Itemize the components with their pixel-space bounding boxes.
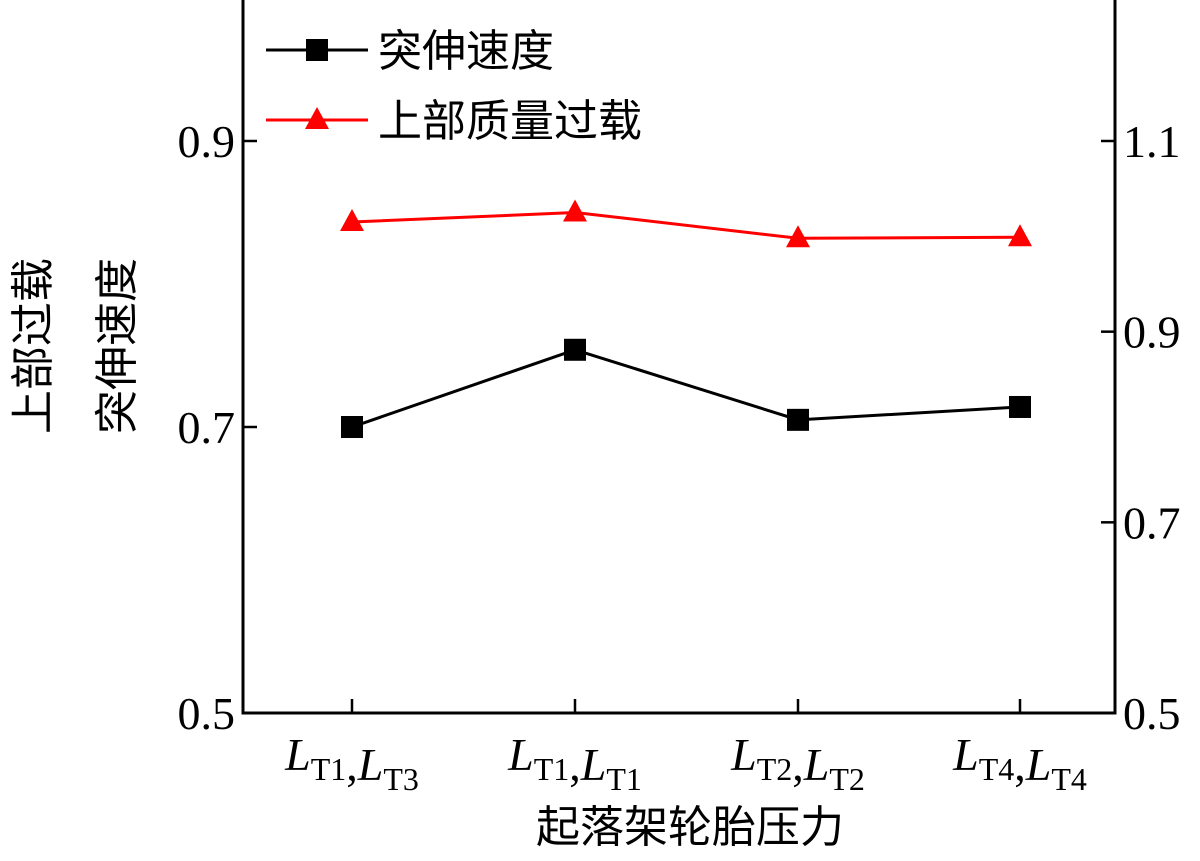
x-axis-title: 起落架轮胎压力 [536, 802, 844, 853]
right-y-tick-label: 0.7 [1123, 497, 1181, 548]
x-tick-label-part: L [284, 729, 311, 780]
x-tick-label-part: , [1014, 739, 1026, 790]
legend-label-2: 上部质量过载 [378, 96, 642, 147]
x-tick-label-part: , [346, 739, 358, 790]
x-tick-label-part: L [803, 739, 830, 790]
y-axis-title-left: 上部过载 突伸速度 [8, 258, 143, 434]
right-y-tick-label: 1.1 [1123, 116, 1181, 167]
data-point-triangle [1008, 224, 1032, 247]
left-y-tick-label: 0.9 [178, 116, 236, 167]
x-tick-label: LT4,LT4 [952, 729, 1087, 797]
x-tick-label-part: , [792, 739, 804, 790]
x-tick-label-part: L [730, 729, 757, 780]
data-point-triangle [340, 209, 364, 232]
x-tick-label-part: L [357, 739, 384, 790]
series-layer [340, 199, 1032, 438]
x-tick-label-subscript: T3 [383, 761, 419, 797]
legend-marker-square [306, 39, 328, 61]
x-tick-label-subscript: T2 [757, 751, 793, 787]
data-point-square [1009, 395, 1031, 418]
right-y-tick-label: 0.5 [1123, 688, 1181, 739]
x-tick-label-subscript: T4 [979, 751, 1015, 787]
y-axis-title-line-2: 突伸速度 [92, 258, 143, 434]
x-tick-label-part: L [507, 729, 534, 780]
x-tick-label-part: L [952, 729, 979, 780]
data-point-square [564, 338, 586, 361]
x-tick-label-part: , [569, 739, 581, 790]
data-point-triangle [563, 199, 587, 222]
legend-marker-triangle [305, 107, 329, 129]
x-tick-label-subscript: T2 [829, 761, 865, 797]
x-tick-label-part: L [1025, 739, 1052, 790]
data-point-square [787, 408, 809, 431]
series-line-1 [351, 348, 1021, 429]
x-tick-label-subscript: T1 [606, 761, 642, 797]
x-tick-label: LT2,LT2 [730, 729, 865, 797]
x-tick-label: LT1,LT3 [284, 729, 419, 797]
left-y-tick-label: 0.7 [178, 402, 236, 453]
series-line-2 [351, 210, 1021, 240]
x-tick-label-subscript: T1 [311, 751, 347, 787]
data-point-square [341, 416, 363, 438]
data-point-triangle [786, 225, 810, 248]
legend-label-1: 突伸速度 [378, 26, 554, 77]
left-y-tick-label: 0.5 [178, 688, 236, 739]
x-tick-label-subscript: T4 [1051, 761, 1087, 797]
x-tick-label-subscript: T1 [534, 751, 570, 787]
y-axis-title-line-1: 上部过载 [8, 258, 59, 434]
x-tick-label-part: L [580, 739, 607, 790]
right-y-tick-label: 0.9 [1123, 307, 1181, 358]
x-tick-label: LT1,LT1 [507, 729, 642, 797]
plot-frame [241, 0, 1117, 715]
